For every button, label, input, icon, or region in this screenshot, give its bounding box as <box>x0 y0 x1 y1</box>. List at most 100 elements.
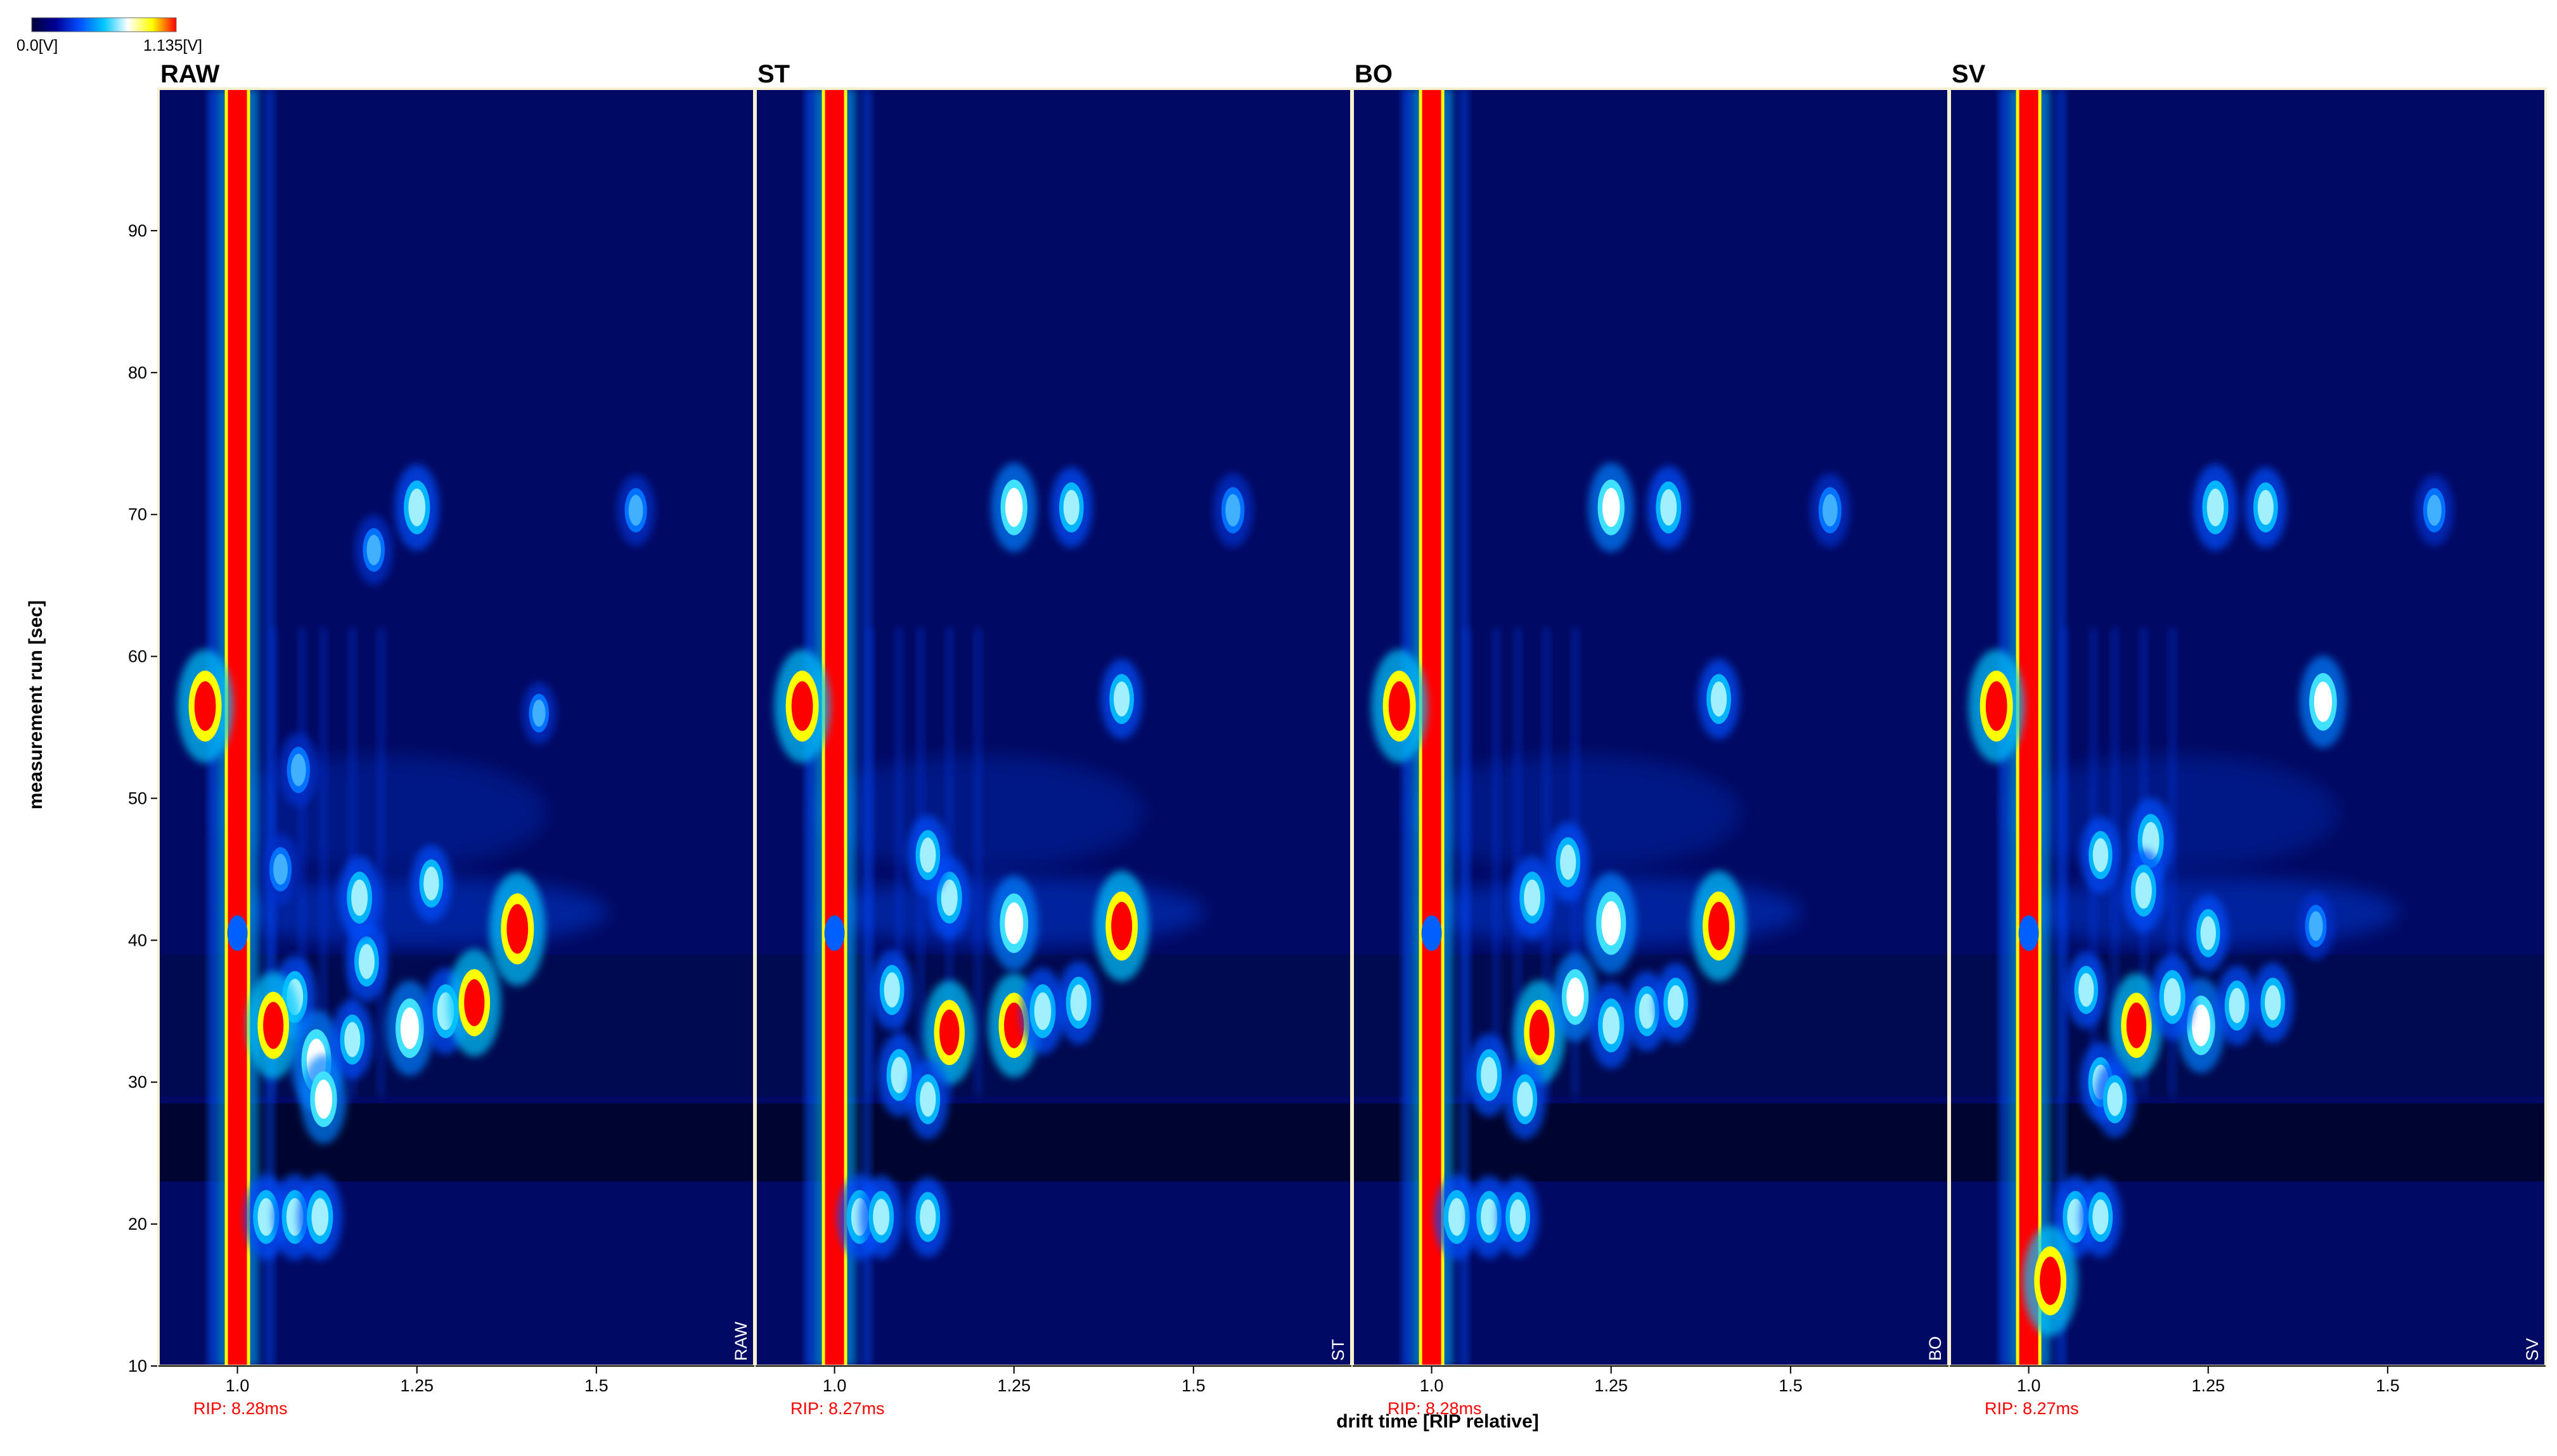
peak <box>617 474 655 546</box>
peak-core <box>194 681 216 731</box>
peak-core <box>2314 681 2333 723</box>
peak-core <box>1388 681 1410 731</box>
peak <box>2193 464 2238 551</box>
peak <box>385 980 434 1076</box>
peak-core <box>2191 1004 2210 1047</box>
peak <box>1588 463 1634 552</box>
y-tick-label: 60 <box>128 647 147 666</box>
peak-core <box>1063 489 1079 525</box>
peak <box>2150 953 2195 1040</box>
peak <box>989 875 1038 971</box>
peak <box>1654 962 1697 1043</box>
x-tick-label: 1.25 <box>1594 1376 1628 1395</box>
streak <box>1543 628 1550 1097</box>
peak-core <box>1111 901 1133 951</box>
peak-core <box>2257 489 2274 525</box>
peak <box>1504 1059 1546 1140</box>
peak-core <box>423 867 439 901</box>
streak <box>975 628 982 1097</box>
peak-core <box>628 494 643 526</box>
peak <box>1057 961 1100 1045</box>
heatmap-body <box>1950 89 2546 1366</box>
peak-core <box>2067 1199 2084 1235</box>
streak <box>320 628 327 1097</box>
peak <box>1213 473 1253 548</box>
peak-core <box>273 853 288 885</box>
peak-core <box>1070 984 1087 1021</box>
peak <box>448 949 501 1057</box>
panel-corner-label: ST <box>1329 1339 1348 1361</box>
peak-core <box>1509 1199 1526 1235</box>
peak-core <box>2040 1256 2061 1305</box>
peak <box>860 1175 903 1259</box>
heatmap-panels: RAW RAW 1.0 1.25 1.5 RIP: 8.28ms ST ST 1.0 1.25 1.… <box>157 60 2547 1418</box>
peak-core <box>920 1081 936 1117</box>
peak <box>2080 816 2121 894</box>
peak-core <box>2200 916 2216 950</box>
peak <box>2094 1060 2135 1138</box>
peak-core <box>263 1002 284 1049</box>
peak-core <box>2135 872 2152 909</box>
peak <box>355 515 393 585</box>
peak-core <box>2163 978 2181 1016</box>
side-line <box>1460 89 1468 1366</box>
peak-core <box>408 488 426 527</box>
panel-corner-label: SV <box>2523 1338 2542 1361</box>
y-tick-label: 90 <box>128 221 147 240</box>
panel-title: ST <box>757 60 790 88</box>
peak <box>2299 655 2347 748</box>
peak <box>2216 965 2258 1046</box>
peak <box>2187 894 2229 972</box>
peak-core <box>351 879 368 916</box>
peak-core <box>2229 988 2245 1023</box>
x-tick-label: 1.0 <box>1420 1376 1444 1395</box>
panel-title: SV <box>1952 60 1986 88</box>
peak-core <box>1448 1198 1465 1236</box>
panel-title: BO <box>1355 60 1393 88</box>
peak <box>394 464 439 551</box>
peak-core <box>344 1022 361 1057</box>
peak <box>2066 951 2107 1029</box>
peak <box>1094 870 1149 982</box>
peak <box>1510 856 1554 939</box>
peak-core <box>1668 985 1684 1021</box>
panel-raw: RAW RAW 1.0 1.25 1.5 RIP: 8.28ms <box>157 60 756 1418</box>
x-tick-label: 1.0 <box>823 1376 847 1395</box>
peak <box>331 999 373 1080</box>
peak-core <box>532 699 546 727</box>
peak <box>261 834 300 905</box>
peak <box>345 921 388 1002</box>
colorbar-max-label: 1.135[V] <box>143 37 202 55</box>
peak <box>338 856 382 939</box>
peak <box>2122 849 2165 932</box>
peak <box>278 733 318 808</box>
y-tick-label: 50 <box>128 789 147 808</box>
peak-core <box>2126 1002 2147 1048</box>
peak <box>906 1059 949 1140</box>
colorbar: 0.0[V] 1.135[V] <box>16 17 202 55</box>
peak <box>1547 821 1589 903</box>
x-tick-label: 1.5 <box>1779 1376 1803 1395</box>
peak <box>774 649 830 763</box>
panel-title: RAW <box>160 60 220 88</box>
y-tick-label: 30 <box>128 1073 147 1092</box>
panel-corner-label: RAW <box>731 1321 750 1361</box>
x-tick-label: 1.25 <box>997 1376 1031 1395</box>
peak-core <box>257 1198 275 1236</box>
y-tick-label: 10 <box>128 1356 147 1375</box>
y-axis: 10 20 30 40 50 60 70 80 90 <box>128 89 159 1375</box>
peak <box>1020 968 1066 1055</box>
peak <box>2023 1225 2078 1336</box>
peak <box>489 872 546 986</box>
x-tick-label: 1.25 <box>400 1376 434 1395</box>
rip-label: RIP: 8.28ms <box>193 1399 288 1418</box>
panel-bo: BO BO 1.0 1.25 1.5 RIP: 8.28ms <box>1351 60 1950 1418</box>
peak-core <box>311 1198 329 1236</box>
peak-core <box>1034 992 1052 1031</box>
peak-core <box>2092 838 2109 872</box>
peak-core <box>1602 487 1620 527</box>
peak-core <box>1602 1006 1620 1045</box>
peak-core <box>939 1009 960 1055</box>
peak-core <box>2265 985 2281 1021</box>
